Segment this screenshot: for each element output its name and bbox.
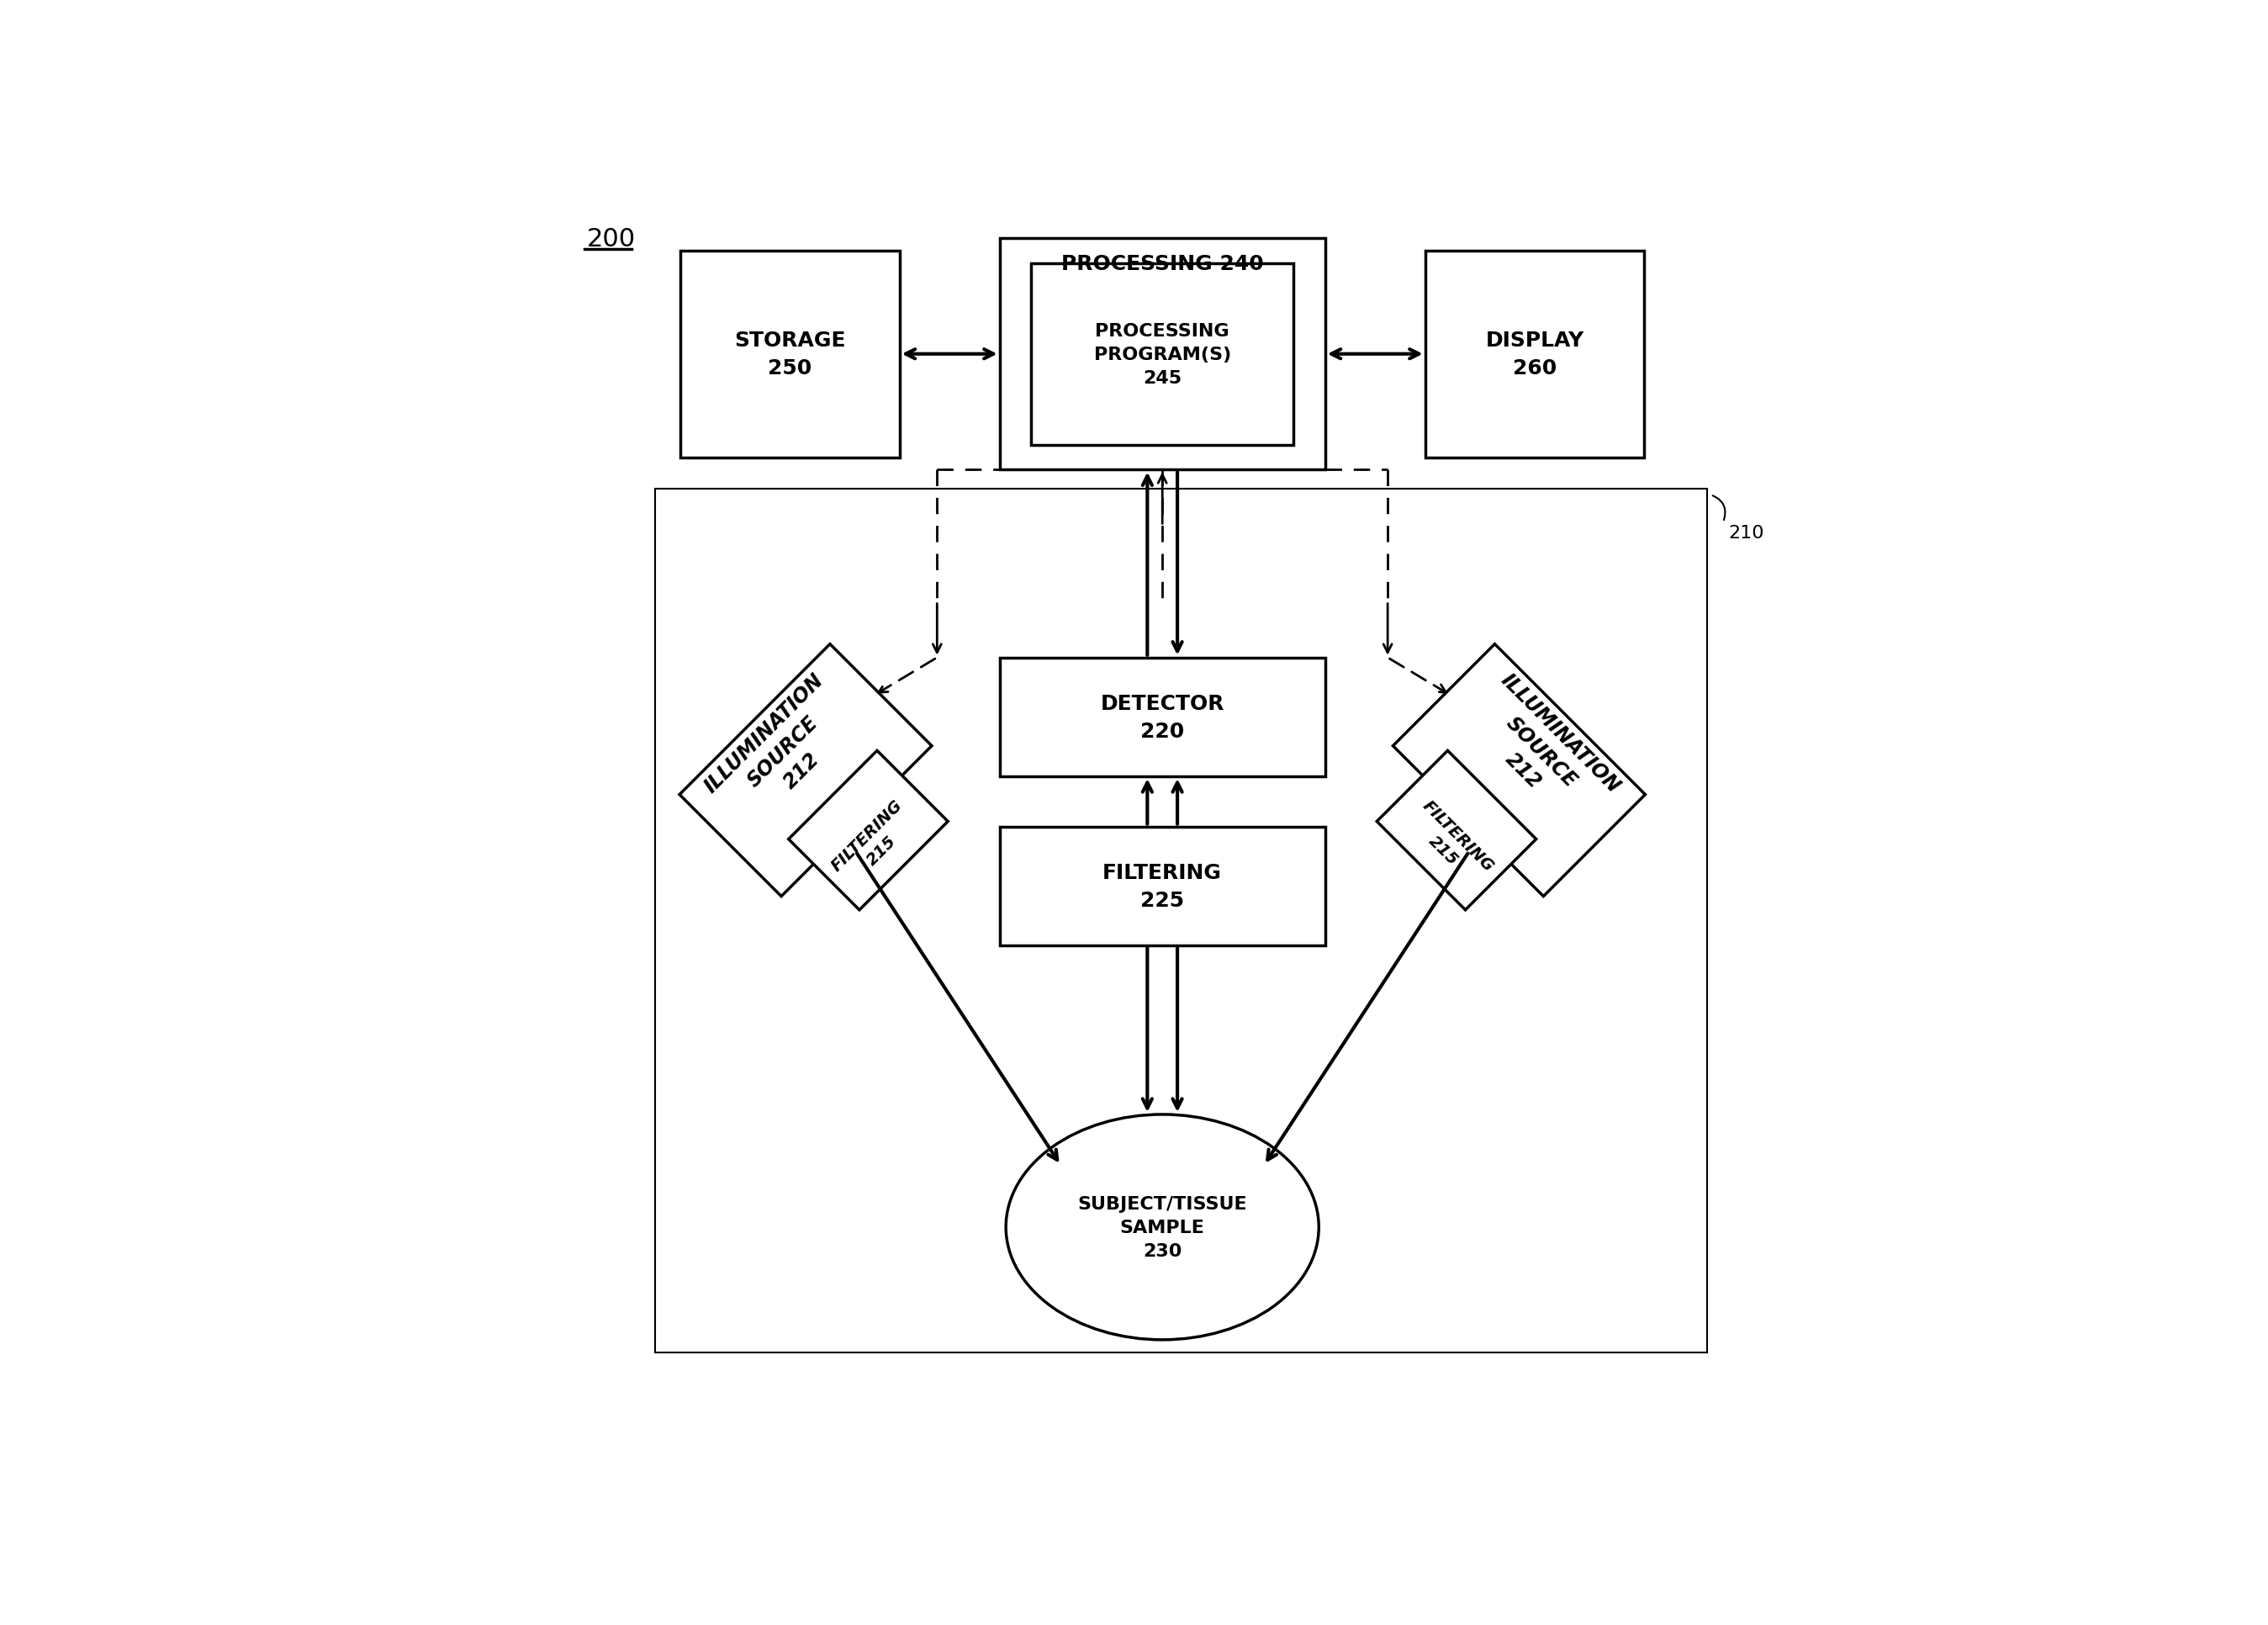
Polygon shape <box>1393 645 1644 897</box>
Polygon shape <box>680 645 932 897</box>
Text: FILTERING
215: FILTERING 215 <box>828 798 921 889</box>
Text: ILLUMINATION
SOURCE
212: ILLUMINATION SOURCE 212 <box>701 670 866 834</box>
Bar <box>1000 827 1325 946</box>
Text: 200: 200 <box>587 226 635 250</box>
Bar <box>1032 263 1293 445</box>
Ellipse shape <box>1007 1115 1318 1341</box>
Text: STORAGE
250: STORAGE 250 <box>735 330 846 379</box>
Polygon shape <box>1377 751 1535 910</box>
Text: 210: 210 <box>1728 525 1765 541</box>
Bar <box>1000 239 1325 470</box>
Bar <box>1424 252 1644 458</box>
Polygon shape <box>789 751 948 910</box>
Text: DISPLAY
260: DISPLAY 260 <box>1486 330 1583 379</box>
Text: FILTERING
225: FILTERING 225 <box>1102 863 1222 910</box>
Bar <box>1000 658 1325 777</box>
Text: SUBJECT/TISSUE
SAMPLE
230: SUBJECT/TISSUE SAMPLE 230 <box>1077 1196 1247 1259</box>
Text: FILTERING
215: FILTERING 215 <box>1404 798 1497 889</box>
Text: DETECTOR
220: DETECTOR 220 <box>1100 694 1225 741</box>
Text: ILLUMINATION
SOURCE
212: ILLUMINATION SOURCE 212 <box>1458 670 1624 834</box>
Bar <box>680 252 900 458</box>
Text: PROCESSING 240: PROCESSING 240 <box>1061 254 1263 275</box>
Bar <box>655 489 1708 1352</box>
Text: PROCESSING
PROGRAM(S)
245: PROCESSING PROGRAM(S) 245 <box>1093 323 1232 387</box>
